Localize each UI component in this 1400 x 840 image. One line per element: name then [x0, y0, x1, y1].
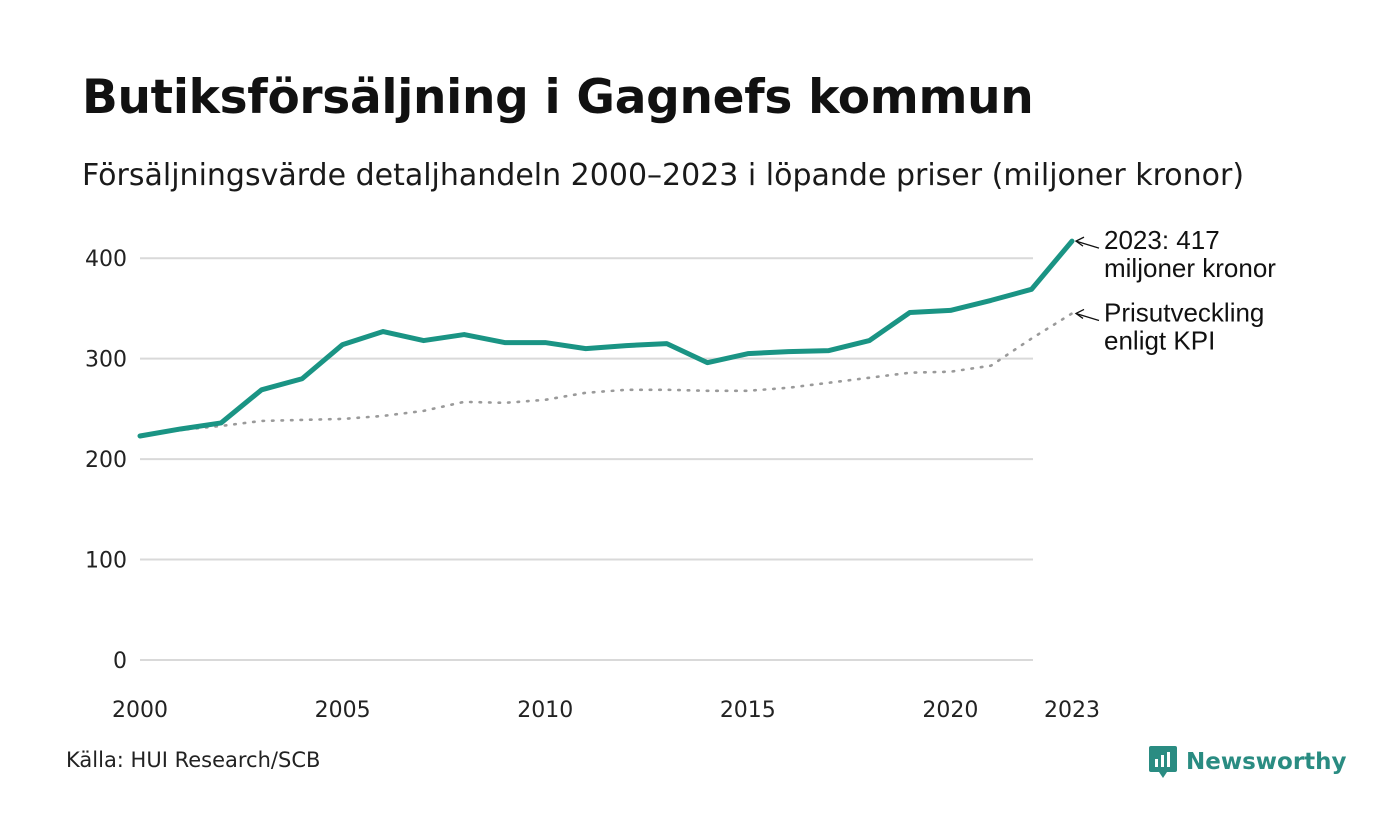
- y-axis-ticks: 0 100 200 300 400: [85, 247, 127, 674]
- brand-logo: Newsworthy: [1148, 744, 1347, 780]
- kpi-line: [138, 312, 1074, 438]
- sales-line: [137, 238, 1075, 439]
- x-tick-label-2005: 2005: [315, 698, 371, 723]
- series-lines: [137, 238, 1075, 439]
- y-tick-label-300: 300: [85, 348, 127, 373]
- kpi-annotation-line-2: enligt KPI: [1104, 325, 1215, 355]
- brand-name: Newsworthy: [1186, 749, 1347, 775]
- source-note: Källa: HUI Research/SCB: [66, 748, 321, 772]
- x-tick-label-2020: 2020: [922, 698, 978, 723]
- sales-annotation-line-1: 2023: 417: [1104, 225, 1220, 255]
- grid-lines: [140, 257, 1033, 661]
- sales-annotation-line-2: miljoner kronor: [1104, 253, 1276, 283]
- y-tick-label-0: 0: [113, 649, 127, 674]
- kpi-annotation-arrow: [1075, 312, 1100, 322]
- x-tick-label-2000: 2000: [112, 698, 168, 723]
- x-tick-label-2010: 2010: [517, 698, 573, 723]
- chart-subtitle: Försäljningsvärde detaljhandeln 2000–202…: [82, 158, 1245, 193]
- sales-annotation-arrow: [1075, 240, 1100, 249]
- y-tick-label-100: 100: [85, 549, 127, 574]
- y-tick-label-200: 200: [85, 448, 127, 473]
- newsworthy-logo-icon: [1149, 746, 1177, 778]
- x-axis-ticks: 2000 2005 2010 2015 2020 2023: [112, 698, 1100, 723]
- x-tick-label-2023: 2023: [1044, 698, 1100, 723]
- chart-title: Butiksförsäljning i Gagnefs kommun: [82, 70, 1034, 125]
- x-tick-label-2015: 2015: [720, 698, 776, 723]
- kpi-annotation-arrowhead: [1074, 308, 1085, 319]
- y-tick-label-400: 400: [85, 247, 127, 272]
- sales-annotation-arrowhead: [1074, 236, 1085, 247]
- kpi-annotation-line-1: Prisutveckling: [1104, 297, 1264, 327]
